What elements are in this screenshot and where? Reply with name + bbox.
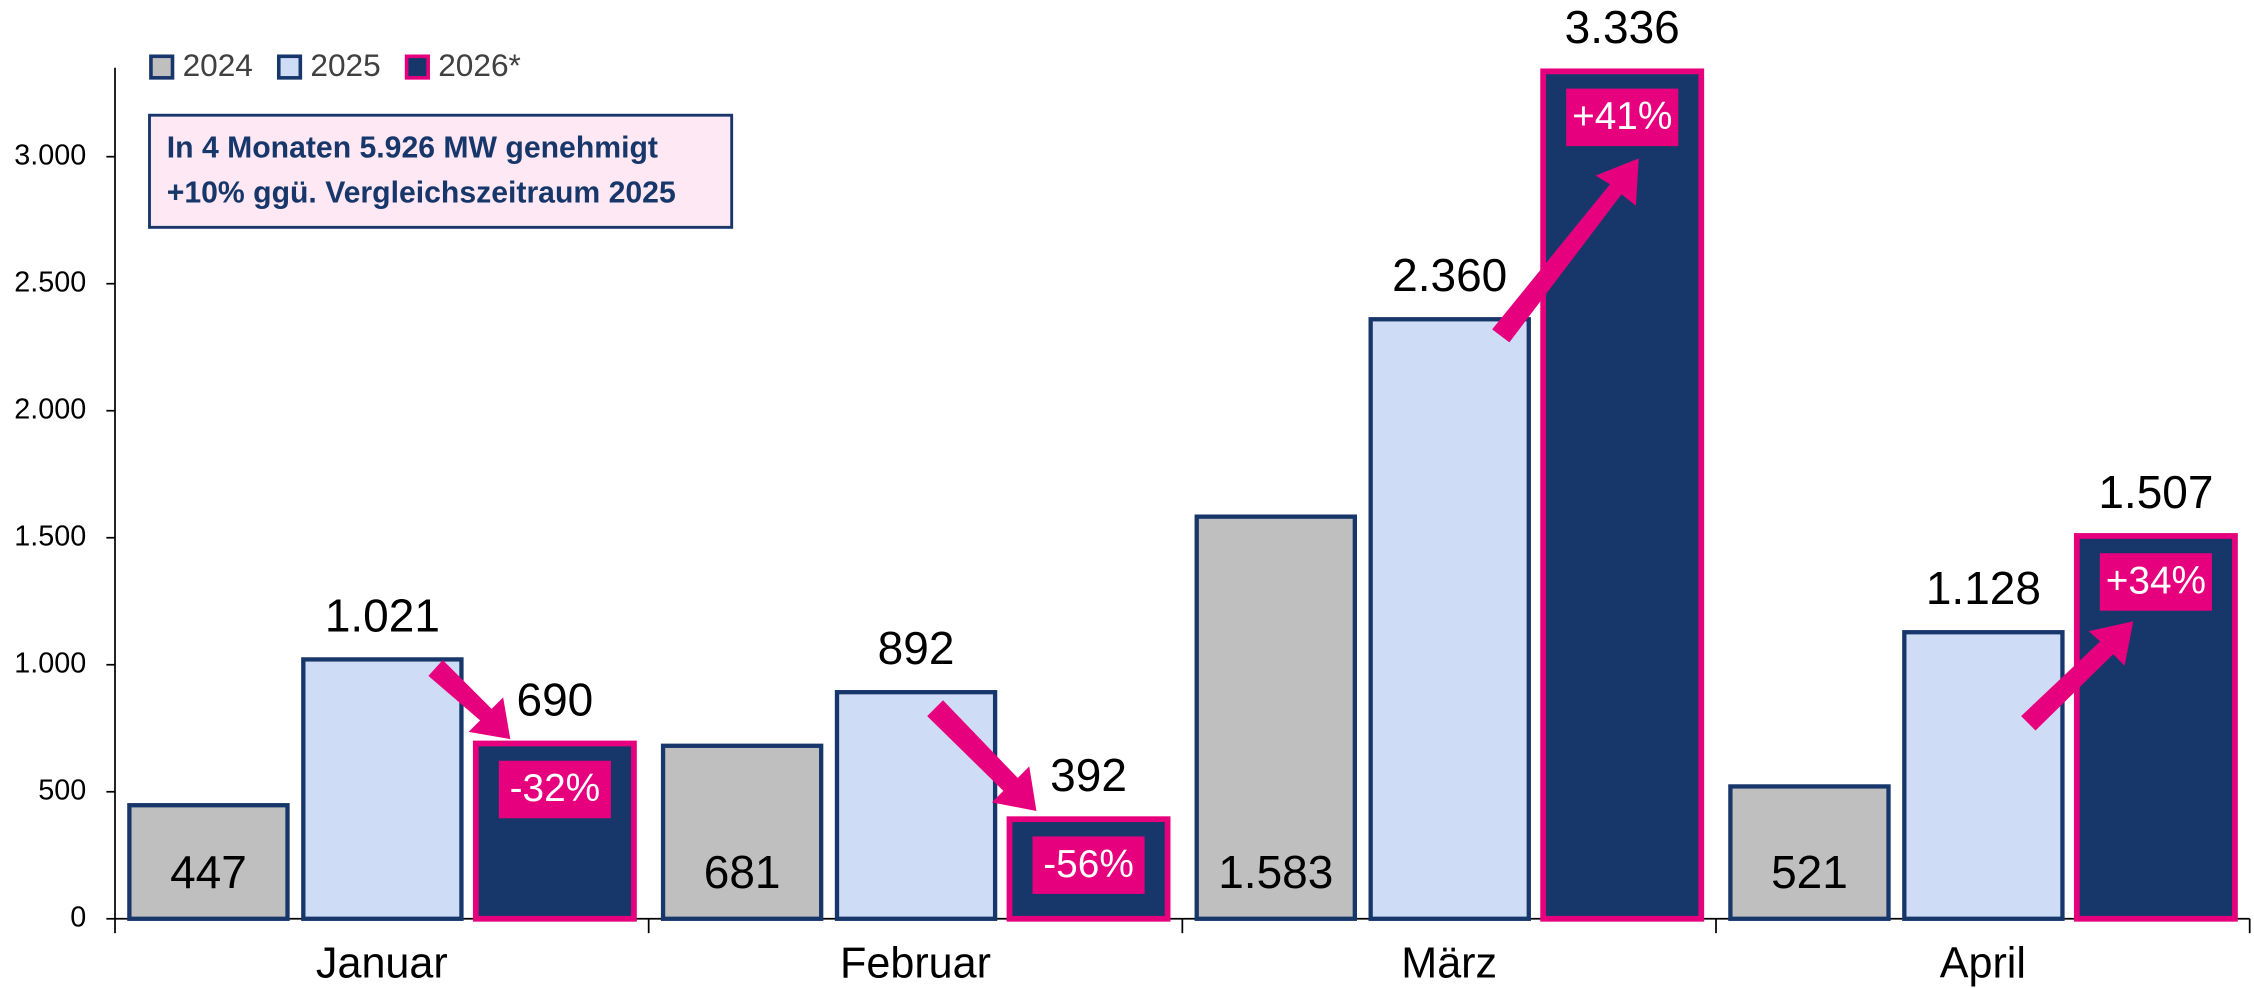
badge [498, 760, 611, 819]
bar [660, 743, 824, 921]
badge-label: +41% [1572, 95, 1672, 138]
legend-label: 2024 [183, 47, 253, 83]
textbox [148, 113, 734, 229]
y-tick-label: 500 [38, 774, 86, 806]
data-label: 1.128 [1926, 562, 2041, 614]
y-tick-label: 1.500 [14, 520, 86, 552]
badge-label: -56% [1043, 843, 1134, 886]
data-label: 1.583 [1218, 846, 1333, 898]
legend: 2024 2025 2026* [149, 47, 521, 83]
data-label: 690 [517, 673, 594, 725]
bar [1902, 630, 2065, 921]
data-label: 2.360 [1392, 249, 1507, 301]
data-label: 1.021 [325, 589, 440, 641]
bar [127, 803, 290, 921]
x-tick-label: März [1401, 940, 1497, 988]
y-tick-label: 2.500 [14, 266, 86, 298]
badge [2099, 553, 2212, 611]
arrow [428, 660, 511, 740]
badge-label: +34% [2106, 560, 2206, 603]
legend-swatch [149, 54, 175, 80]
bar [1194, 514, 1357, 921]
legend-swatch [404, 54, 430, 80]
x-tick-label: April [1940, 940, 2026, 988]
y-tick-label: 3.000 [14, 139, 86, 171]
legend-swatch [276, 54, 303, 80]
badge-label: -32% [510, 767, 601, 810]
y-tick-label: 0 [70, 901, 86, 933]
legend-label: 2026* [438, 47, 521, 83]
bar [834, 690, 998, 921]
arrows [428, 158, 2134, 811]
textbox-line: In 4 Monaten 5.926 MW genehmigt [167, 132, 658, 165]
data-label: 3.336 [1565, 1, 1680, 53]
textbox-line: +10% ggü. Vergleichszeitraum 2025 [167, 176, 676, 209]
badge [1032, 836, 1145, 894]
x-tick-label: Januar [316, 940, 448, 988]
bar [1728, 784, 1891, 921]
y-tick-label: 2.000 [14, 393, 86, 425]
data-label: 521 [1771, 846, 1848, 898]
x-tick-label: Februar [840, 940, 991, 988]
data-label: 892 [878, 622, 955, 674]
data-label: 681 [704, 846, 781, 898]
arrow [1492, 158, 1639, 343]
bar [1368, 317, 1531, 921]
arrow [2021, 621, 2134, 731]
legend-label: 2025 [310, 47, 380, 83]
bar [301, 657, 464, 921]
bar [1540, 68, 1705, 922]
arrow [927, 700, 1037, 811]
y-tick-label: 1.000 [14, 647, 86, 679]
data-label: 392 [1050, 749, 1127, 801]
badge [1566, 88, 1679, 147]
data-label: 1.507 [2098, 466, 2213, 518]
data-label: 447 [170, 846, 247, 898]
